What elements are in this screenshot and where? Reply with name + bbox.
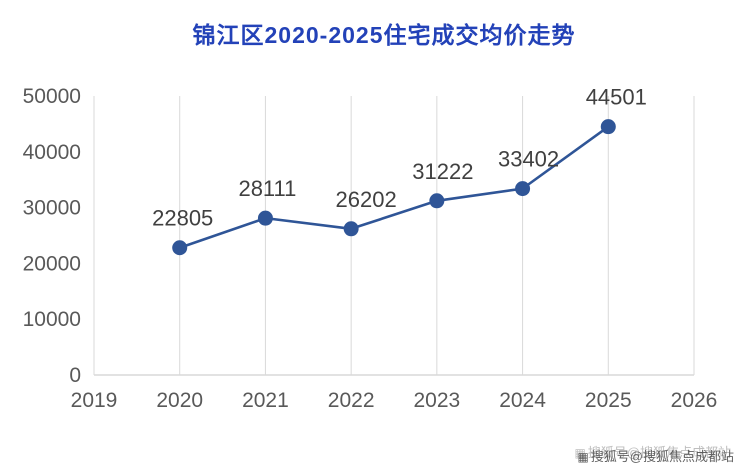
svg-text:2026: 2026 [671, 389, 718, 412]
souhu-grid-icon: ▦ [577, 450, 589, 464]
svg-text:22805: 22805 [152, 206, 213, 231]
svg-text:28111: 28111 [238, 176, 296, 201]
price-trend-line-chart: 2019 2020 2021 2022 2023 2024 2025 2026 0 10000 20… [23, 85, 718, 412]
svg-text:2025: 2025 [585, 389, 632, 412]
svg-text:2022: 2022 [328, 389, 375, 412]
svg-text:0: 0 [69, 364, 81, 387]
svg-text:26202: 26202 [336, 187, 397, 212]
svg-text:20000: 20000 [23, 252, 81, 275]
watermark: ▦ 搜狐号@搜狐焦点成都站 [577, 446, 734, 465]
svg-text:10000: 10000 [23, 308, 81, 331]
svg-text:40000: 40000 [23, 141, 81, 164]
svg-text:2023: 2023 [413, 389, 460, 412]
chart-title: 锦江区2020-2025住宅成交均价走势 [192, 22, 576, 48]
svg-text:50000: 50000 [23, 85, 81, 108]
svg-text:30000: 30000 [23, 197, 81, 220]
svg-text:2019: 2019 [71, 389, 118, 412]
svg-text:2024: 2024 [499, 389, 546, 412]
svg-text:31222: 31222 [412, 159, 473, 184]
svg-text:2020: 2020 [156, 389, 203, 412]
svg-text:44501: 44501 [586, 85, 647, 110]
chart-page: 锦江区2020-2025住宅成交均价走势 2019 2020 2021 2022 202… [0, 16, 740, 469]
svg-text:2021: 2021 [242, 389, 289, 412]
svg-text:33402: 33402 [498, 147, 559, 172]
watermark-text: 搜狐号@搜狐焦点成都站 [590, 449, 734, 464]
